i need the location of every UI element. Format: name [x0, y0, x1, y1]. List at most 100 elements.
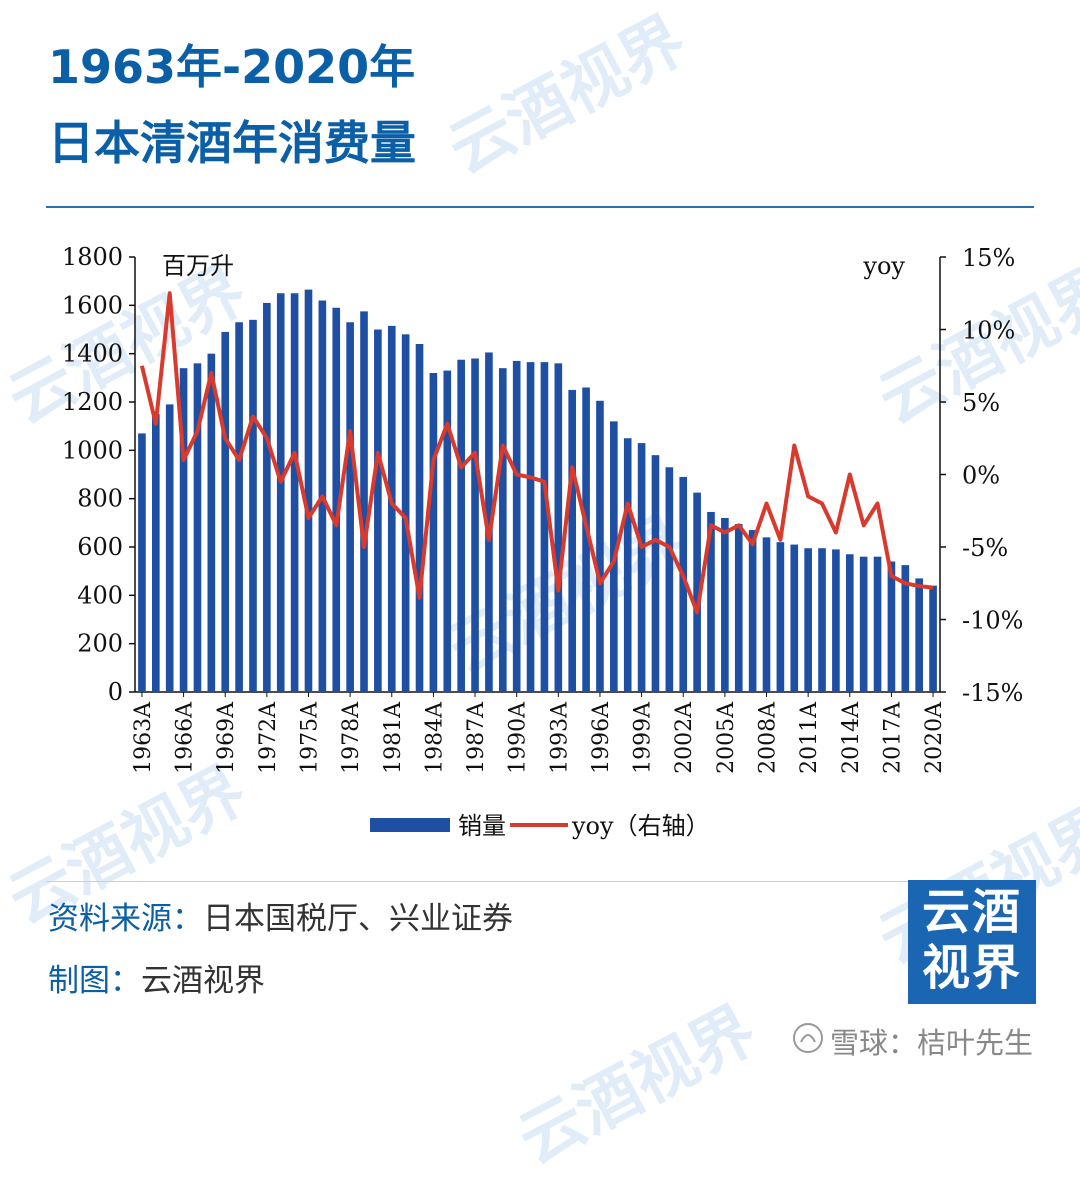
bar	[443, 371, 451, 692]
bar	[735, 524, 743, 692]
x-tick-label: 1996A	[589, 701, 614, 774]
left-tick-label: 1600	[62, 291, 123, 319]
bar	[666, 467, 674, 692]
left-tick-label: 0	[108, 678, 123, 706]
bar	[555, 363, 563, 692]
right-tick-label: 10%	[962, 317, 1015, 345]
bar	[749, 530, 757, 692]
footer-divider	[46, 881, 1034, 882]
x-tick-label: 1963A	[131, 701, 156, 774]
bar	[152, 414, 160, 692]
bar	[818, 548, 826, 692]
bar	[138, 433, 146, 692]
bar	[652, 455, 660, 692]
bar-series	[138, 290, 937, 692]
legend-bar-label: 销量	[458, 812, 506, 840]
bar	[457, 360, 465, 692]
x-tick-label: 1972A	[256, 701, 281, 774]
credit-note: 制图：云酒视界	[48, 966, 265, 997]
legend-line-label: yoy（右轴）	[571, 812, 710, 840]
bar	[888, 562, 896, 693]
bar	[291, 293, 299, 692]
bar	[777, 542, 785, 692]
x-tick-label: 1987A	[464, 701, 489, 774]
left-tick-label: 400	[77, 581, 123, 609]
bar	[804, 548, 812, 692]
bar	[277, 293, 285, 692]
credit-value: 云酒视界	[141, 963, 265, 999]
x-tick-label: 1993A	[547, 701, 572, 774]
x-tick-label: 1981A	[381, 701, 406, 774]
left-tick-label: 800	[77, 485, 123, 513]
left-tick-label: 600	[77, 533, 123, 561]
x-tick-label: 2008A	[756, 701, 781, 774]
right-tick-label: 5%	[962, 389, 1000, 417]
source-value: 日本国税厅、兴业证券	[203, 901, 513, 937]
bar	[763, 537, 771, 692]
left-tick-label: 1200	[62, 388, 123, 416]
x-tick-label: 2011A	[797, 701, 822, 774]
bar	[430, 373, 438, 692]
left-tick-label: 200	[77, 630, 123, 658]
bar	[249, 320, 257, 692]
legend-bar-swatch	[370, 818, 450, 832]
right-tick-label: -10%	[962, 607, 1023, 635]
x-tick-label: 1978A	[339, 701, 364, 774]
bar	[638, 443, 646, 692]
yoy-line-series	[142, 293, 933, 612]
right-axis-unit: yoy	[862, 252, 905, 280]
bar	[568, 390, 576, 692]
bar	[915, 578, 923, 692]
right-tick-label: 15%	[962, 244, 1015, 272]
bar	[527, 362, 535, 692]
bar	[346, 322, 354, 692]
bar	[860, 557, 868, 692]
bar	[221, 332, 229, 692]
x-tick-label: 1975A	[297, 701, 322, 774]
bar	[874, 557, 882, 692]
bar	[263, 303, 271, 692]
x-tick-label: 1990A	[506, 701, 531, 774]
bar	[499, 368, 507, 692]
bar	[832, 549, 840, 692]
bar	[596, 401, 604, 692]
credit-label: 制图：	[48, 963, 141, 999]
x-tick-label: 2002A	[672, 701, 697, 774]
bar	[166, 404, 174, 692]
right-tick-label: 0%	[962, 462, 1000, 490]
xueqiu-icon	[792, 1022, 824, 1054]
x-tick-label: 1969A	[214, 701, 239, 774]
bar	[208, 354, 216, 692]
brand-logo: 云酒 视界	[908, 880, 1036, 1004]
left-axis-unit: 百万升	[162, 252, 234, 280]
x-tick-label: 1984A	[422, 701, 447, 774]
left-tick-label: 1000	[62, 436, 123, 464]
chart-legend: 销量 yoy（右轴）	[370, 812, 710, 840]
right-tick-label: -15%	[962, 679, 1023, 707]
consumption-chart: 020040060080010001200140016001800-15%-10…	[0, 0, 1080, 880]
bar	[790, 545, 798, 692]
yoy-line	[142, 293, 933, 612]
source-note: 资料来源：日本国税厅、兴业证券	[48, 904, 513, 935]
bar	[360, 311, 368, 692]
bar	[235, 322, 243, 692]
right-tick-label: -5%	[962, 534, 1008, 562]
bar	[929, 586, 937, 692]
x-tick-label: 1966A	[173, 701, 198, 774]
x-tick-label: 2005A	[714, 701, 739, 774]
x-tick-label: 2014A	[839, 701, 864, 774]
logo-text-line1: 云酒	[908, 888, 1036, 936]
xueqiu-credit: 雪球：桔叶先生	[830, 1020, 1033, 1062]
bar	[846, 554, 854, 692]
bar	[721, 518, 729, 692]
bar	[416, 344, 424, 692]
x-tick-label: 2020A	[922, 701, 947, 774]
bar	[305, 290, 313, 692]
x-tick-label: 2017A	[880, 701, 905, 774]
logo-text-line2: 视界	[908, 944, 1036, 992]
watermark-text: 云酒视界	[500, 980, 769, 1181]
bar	[541, 362, 549, 692]
left-tick-label: 1800	[62, 243, 123, 271]
source-label: 资料来源：	[48, 901, 203, 937]
bar	[513, 361, 521, 692]
